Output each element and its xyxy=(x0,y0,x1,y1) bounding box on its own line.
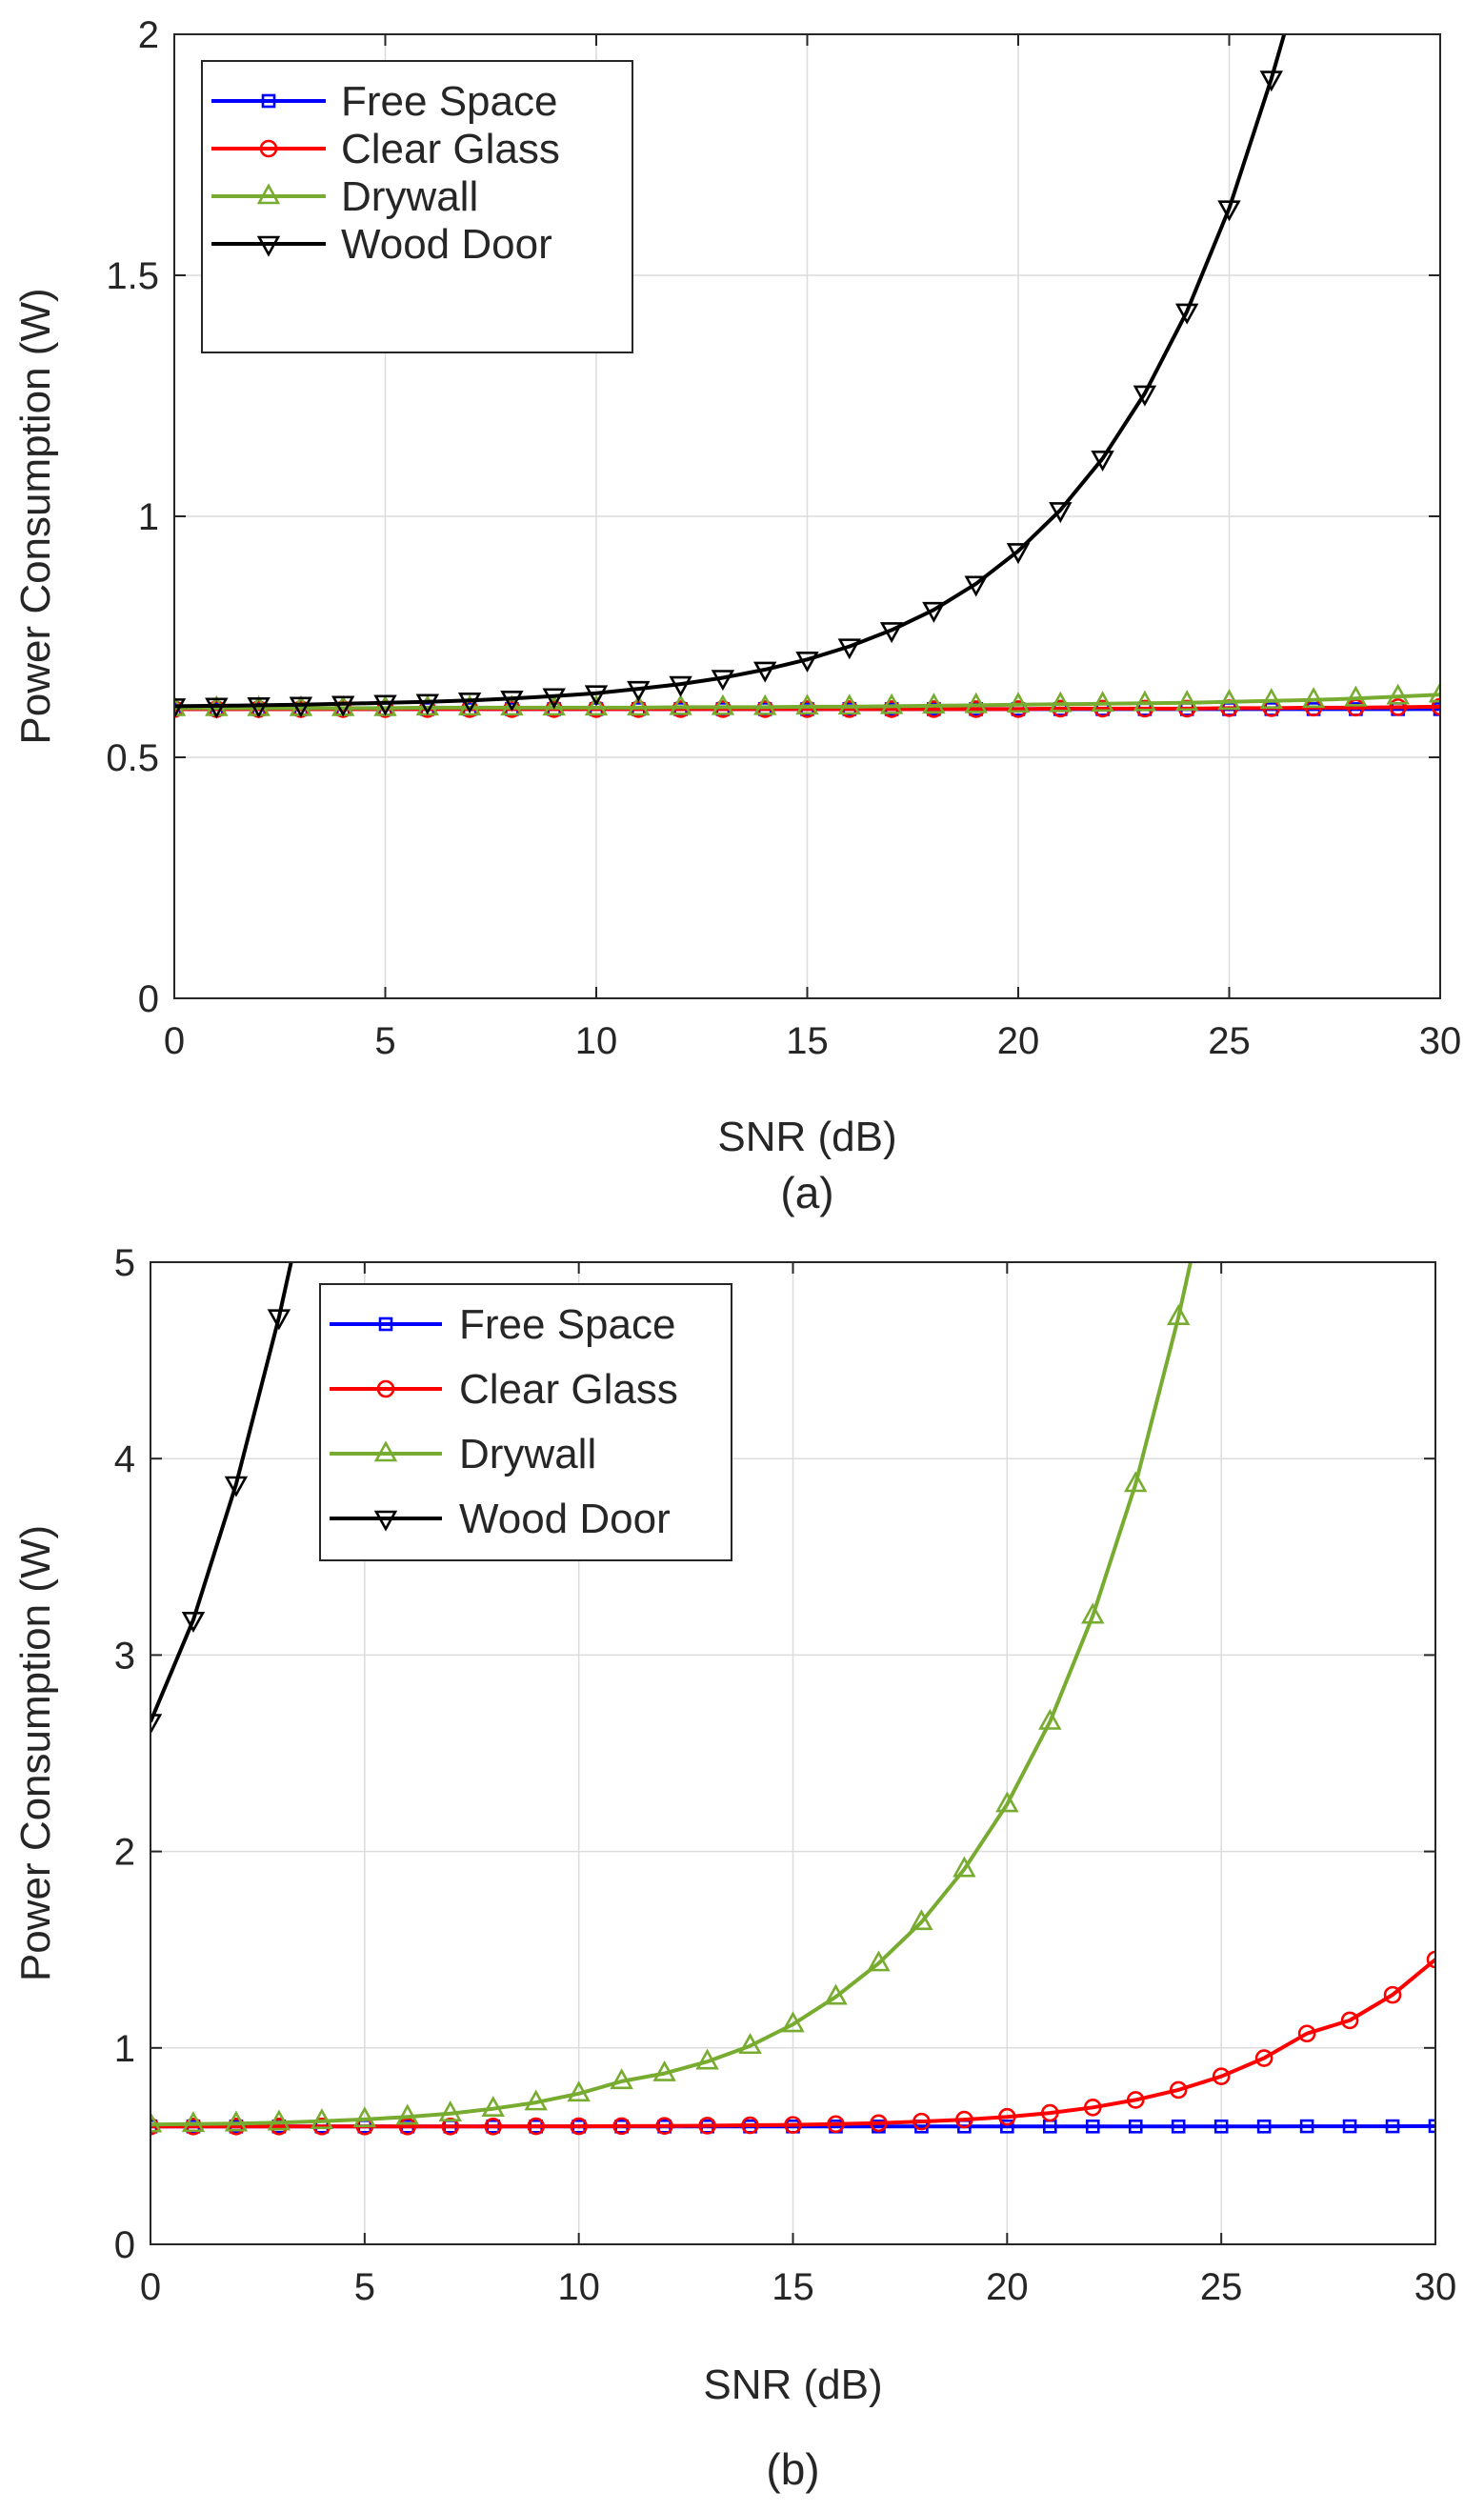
panel-a-legend-entry-wood-door-label: Wood Door xyxy=(341,221,552,268)
panel-b-legend: Free Space Clear Glass Drywall Wood Door xyxy=(320,1284,732,1560)
panel-a-y-axis-label: Power Consumption (W) xyxy=(12,288,59,744)
panel-b-legend-entry-drywall-label: Drywall xyxy=(459,1431,596,1477)
panel-a-legend-entry-drywall-label: Drywall xyxy=(341,173,478,220)
panel-a-x-tick-label: 30 xyxy=(1419,1020,1462,1062)
panel-a-legend-entry-free-space-label: Free Space xyxy=(341,78,557,125)
panel-a-x-tick-label: 15 xyxy=(786,1020,829,1062)
panel-b-x-tick-label: 10 xyxy=(557,2266,600,2308)
panel-a-x-tick-label: 25 xyxy=(1208,1020,1251,1062)
panel-b-y-tick-label: 0 xyxy=(114,2224,135,2266)
panel-b-legend-entry-wood-door-label: Wood Door xyxy=(459,1496,671,1542)
chart-panel-b: 0 5 10 15 20 25 30 0 1 2 3 4 5 SNR (dB) Power Consumpt… xyxy=(12,1214,1456,2495)
panel-a-x-tick-label: 5 xyxy=(374,1020,395,1062)
panel-a-x-tick-label: 10 xyxy=(575,1020,618,1062)
panel-b-legend-entry-clear-glass-label: Clear Glass xyxy=(459,1366,678,1413)
panel-a-y-tick-label: 0.5 xyxy=(106,737,159,779)
panel-a-x-tick-label: 20 xyxy=(997,1020,1040,1062)
panel-b-y-tick-label: 3 xyxy=(114,1635,135,1677)
panel-b-y-tick-label: 5 xyxy=(114,1242,135,1284)
panel-a-caption: (a) xyxy=(780,1168,833,1217)
panel-b-x-tick-label: 15 xyxy=(772,2266,814,2308)
panel-a-x-axis-label: SNR (dB) xyxy=(717,1114,896,1160)
panel-a-x-tick-label: 0 xyxy=(164,1020,185,1062)
panel-b-y-axis-label: Power Consumption (W) xyxy=(12,1525,59,1981)
panel-b-x-tick-label: 25 xyxy=(1200,2266,1243,2308)
panel-b-x-tick-label: 5 xyxy=(354,2266,375,2308)
panel-a-y-tick-label: 1 xyxy=(138,496,159,538)
chart-panel-a: 0 5 10 15 20 25 30 0 0.5 1 1.5 2 SNR (dB) Power Consu… xyxy=(12,0,1461,1217)
panel-b-caption: (b) xyxy=(766,2444,819,2494)
panel-a-y-tick-label: 1.5 xyxy=(106,255,159,297)
panel-b-y-tick-label: 2 xyxy=(114,1832,135,1874)
panel-b-x-axis-label: SNR (dB) xyxy=(703,2361,882,2408)
panel-b-y-tick-label: 4 xyxy=(114,1438,135,1480)
panel-b-x-tick-label: 20 xyxy=(986,2266,1029,2308)
panel-b-y-tick-label: 1 xyxy=(114,2028,135,2070)
panel-a-legend-entry-clear-glass-label: Clear Glass xyxy=(341,126,560,172)
panel-b-legend-entry-free-space-label: Free Space xyxy=(459,1301,675,1348)
panel-b-x-tick-label: 30 xyxy=(1414,2266,1457,2308)
panel-a-y-tick-label: 2 xyxy=(138,14,159,56)
panel-b-x-tick-label: 0 xyxy=(140,2266,161,2308)
panel-a-y-tick-label: 0 xyxy=(138,978,159,1020)
